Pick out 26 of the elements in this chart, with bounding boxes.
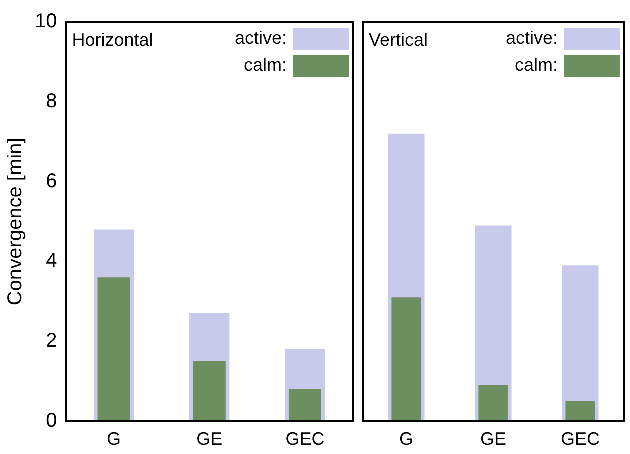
bar: [562, 266, 599, 422]
y-tick-label: 6: [46, 170, 58, 192]
legend-label: active:: [506, 28, 558, 48]
x-tick-label: GEC: [286, 429, 325, 450]
bar: [288, 389, 322, 422]
y-tick-label: 0: [46, 410, 58, 432]
legend-label: active:: [234, 28, 287, 48]
x-tick-label: GE: [196, 429, 223, 450]
x-tick-label: GEC: [560, 429, 600, 450]
y-axis-title: Convergence [min]: [4, 138, 27, 306]
x-tick-label: G: [399, 429, 414, 450]
bar: [392, 298, 422, 422]
bar: [566, 401, 596, 422]
y-tick-label: 2: [46, 330, 58, 352]
bar: [193, 361, 226, 422]
y-tick-label: 8: [46, 90, 58, 112]
bar: [478, 385, 508, 422]
y-tick-label: 10: [34, 10, 58, 33]
text: Horizontal: [72, 30, 154, 50]
y-tick-label: 4: [46, 250, 58, 272]
x-tick-label: GE: [480, 429, 507, 450]
legend-label: calm:: [244, 54, 287, 75]
bar: [98, 278, 130, 422]
chart-title: Vertical: [369, 30, 428, 50]
x-tick-label: G: [107, 429, 122, 450]
legend-label: calm:: [514, 54, 558, 75]
